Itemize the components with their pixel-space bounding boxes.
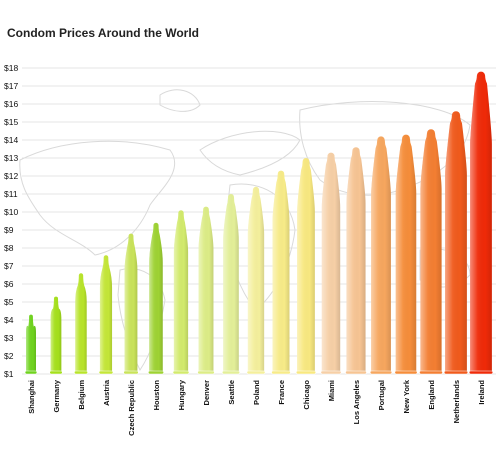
x-tick-label: Portugal bbox=[377, 380, 386, 410]
bar-austria bbox=[98, 255, 114, 375]
bar-houston bbox=[147, 222, 165, 375]
y-tick-label: $4 bbox=[4, 315, 14, 325]
bar-denver bbox=[197, 206, 215, 375]
y-axis-tick-labels: $1 $2 $3 $4 $5 $6 $7 $8 $9 $10 $11 $12 $13 $14 $15 $16 $… bbox=[4, 63, 18, 379]
bar-germany bbox=[49, 296, 63, 375]
bar-rim bbox=[74, 370, 89, 375]
bar-rim bbox=[172, 370, 190, 375]
x-tick-label: Seattle bbox=[227, 380, 236, 405]
y-tick-label: $1 bbox=[4, 369, 14, 379]
x-tick-label: Poland bbox=[252, 380, 261, 405]
bar-rim bbox=[468, 370, 494, 375]
bar-gloss bbox=[470, 71, 492, 374]
bar-gloss bbox=[99, 255, 113, 374]
bar-gloss bbox=[321, 152, 341, 374]
bar-gloss bbox=[198, 206, 214, 374]
x-tick-label: Austria bbox=[102, 379, 111, 406]
x-tick-label: France bbox=[277, 380, 286, 405]
bar-gloss bbox=[75, 273, 87, 374]
bar-rim bbox=[271, 370, 291, 375]
bar-czech-republic bbox=[123, 233, 139, 375]
bar-rim bbox=[123, 370, 139, 375]
y-tick-label: $18 bbox=[4, 63, 18, 73]
x-tick-label: Shanghai bbox=[27, 380, 36, 414]
bar-portugal bbox=[369, 136, 393, 375]
x-axis-tick-labels: Shanghai Germany Belgium Austria Czech Repub… bbox=[27, 379, 486, 436]
x-tick-label: England bbox=[427, 380, 436, 410]
y-tick-label: $15 bbox=[4, 117, 18, 127]
bar-france bbox=[271, 170, 291, 375]
bar-rim bbox=[394, 370, 418, 375]
y-tick-label: $5 bbox=[4, 297, 14, 307]
bar-shanghai bbox=[24, 314, 38, 375]
bar-gloss bbox=[223, 193, 239, 374]
bar-los-angeles bbox=[345, 147, 367, 375]
bar-hungary bbox=[172, 210, 190, 375]
bar-rim bbox=[246, 370, 266, 375]
bar-gloss bbox=[173, 210, 189, 374]
bar-rim bbox=[419, 370, 443, 375]
bar-gloss bbox=[371, 136, 391, 374]
condom-bars bbox=[24, 71, 494, 375]
y-tick-label: $13 bbox=[4, 153, 18, 163]
y-tick-label: $8 bbox=[4, 243, 14, 253]
bar-england bbox=[419, 129, 443, 375]
y-tick-label: $7 bbox=[4, 261, 14, 271]
bar-rim bbox=[295, 370, 317, 375]
x-tick-label: Los Angeles bbox=[352, 380, 361, 424]
y-tick-label: $2 bbox=[4, 351, 14, 361]
bar-gloss bbox=[346, 147, 366, 374]
x-tick-label: Belgium bbox=[77, 380, 86, 410]
x-tick-label: Germany bbox=[52, 379, 61, 412]
bar-gloss bbox=[272, 170, 290, 374]
bar-gloss bbox=[26, 314, 36, 374]
bar-gloss bbox=[420, 129, 442, 374]
bar-rim bbox=[147, 370, 165, 375]
bar-netherlands bbox=[443, 111, 469, 375]
bar-miami bbox=[320, 152, 342, 375]
x-tick-label: Miami bbox=[327, 380, 336, 401]
bar-gloss bbox=[297, 158, 315, 374]
bar-gloss bbox=[50, 296, 62, 374]
x-tick-label: New York bbox=[402, 379, 411, 413]
y-tick-label: $10 bbox=[4, 207, 18, 217]
bar-rim bbox=[49, 370, 63, 375]
x-tick-label: Hungary bbox=[177, 379, 186, 410]
x-tick-label: Czech Republic bbox=[127, 380, 136, 436]
y-tick-label: $11 bbox=[4, 189, 18, 199]
bar-new-york bbox=[394, 134, 418, 375]
y-tick-label: $9 bbox=[4, 225, 14, 235]
x-tick-label: Ireland bbox=[477, 380, 486, 405]
y-tick-label: $12 bbox=[4, 171, 18, 181]
bar-gloss bbox=[395, 134, 417, 374]
x-tick-label: Netherlands bbox=[452, 380, 461, 423]
bar-belgium bbox=[74, 273, 89, 375]
y-tick-label: $6 bbox=[4, 279, 14, 289]
bar-rim bbox=[443, 370, 469, 375]
x-tick-label: Houston bbox=[152, 380, 161, 411]
bar-chicago bbox=[295, 158, 317, 375]
bar-rim bbox=[98, 370, 114, 375]
bar-rim bbox=[197, 370, 215, 375]
bar-gloss bbox=[124, 233, 138, 374]
bar-rim bbox=[345, 370, 367, 375]
bar-poland bbox=[246, 186, 266, 375]
bar-rim bbox=[24, 370, 38, 375]
bar-gloss bbox=[445, 111, 467, 374]
x-tick-label: Chicago bbox=[302, 380, 311, 410]
bar-gloss bbox=[149, 222, 163, 374]
y-tick-label: $3 bbox=[4, 333, 14, 343]
bar-rim bbox=[221, 370, 241, 375]
bar-rim bbox=[320, 370, 342, 375]
bar-gloss bbox=[247, 186, 265, 374]
bar-seattle bbox=[221, 193, 241, 375]
bar-rim bbox=[369, 370, 393, 375]
y-tick-label: $14 bbox=[4, 135, 18, 145]
y-tick-label: $16 bbox=[4, 99, 18, 109]
x-tick-label: Denver bbox=[202, 380, 211, 406]
bar-ireland bbox=[468, 71, 494, 375]
chart-title: Condom Prices Around the World bbox=[7, 26, 199, 40]
y-tick-label: $17 bbox=[4, 81, 18, 91]
